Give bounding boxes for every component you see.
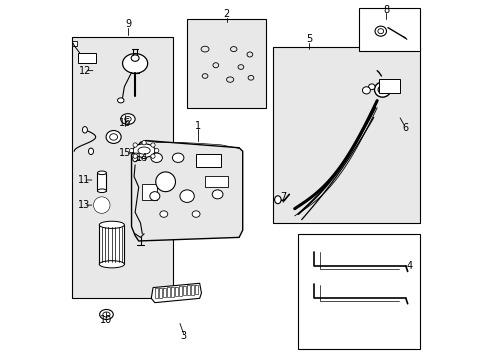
Ellipse shape: [202, 74, 207, 78]
Circle shape: [142, 156, 146, 161]
Text: 3: 3: [180, 331, 186, 341]
Bar: [97, 173, 106, 191]
Text: 12: 12: [79, 66, 91, 76]
Polygon shape: [131, 140, 242, 241]
Ellipse shape: [151, 153, 162, 162]
Bar: [142, 184, 156, 200]
Ellipse shape: [212, 190, 223, 199]
Circle shape: [154, 148, 159, 153]
Bar: [155, 288, 158, 298]
Ellipse shape: [102, 312, 110, 317]
Ellipse shape: [247, 76, 253, 80]
Ellipse shape: [374, 26, 386, 36]
Ellipse shape: [172, 153, 183, 162]
Text: 14: 14: [136, 153, 148, 163]
Ellipse shape: [121, 114, 135, 125]
Text: 7: 7: [280, 192, 286, 202]
Bar: [183, 286, 186, 296]
Ellipse shape: [387, 82, 392, 87]
Text: 1: 1: [194, 121, 201, 131]
Bar: [171, 287, 174, 297]
Text: 15: 15: [119, 148, 131, 158]
Bar: [204, 176, 228, 187]
Ellipse shape: [122, 54, 147, 73]
Bar: [72, 41, 77, 45]
Ellipse shape: [109, 134, 117, 140]
Bar: [159, 288, 162, 298]
Circle shape: [142, 140, 146, 145]
Ellipse shape: [155, 172, 175, 192]
Bar: [273, 47, 419, 223]
Text: 16: 16: [119, 118, 131, 128]
Ellipse shape: [98, 201, 105, 209]
Ellipse shape: [99, 221, 124, 228]
Text: 13: 13: [78, 200, 90, 210]
Bar: [175, 287, 178, 296]
Ellipse shape: [124, 117, 131, 122]
Text: 6: 6: [402, 123, 408, 133]
Ellipse shape: [138, 147, 150, 154]
Text: 9: 9: [124, 19, 131, 29]
Bar: [78, 53, 96, 63]
Ellipse shape: [93, 197, 110, 213]
Text: 10: 10: [100, 315, 112, 325]
Ellipse shape: [132, 155, 137, 162]
Bar: [72, 37, 172, 298]
Ellipse shape: [374, 82, 390, 97]
Circle shape: [133, 154, 137, 158]
Text: 2: 2: [223, 9, 229, 19]
Bar: [191, 285, 194, 295]
Circle shape: [129, 148, 133, 153]
Ellipse shape: [226, 77, 233, 82]
Ellipse shape: [160, 211, 167, 217]
Bar: [179, 286, 182, 296]
Text: 11: 11: [78, 175, 90, 185]
Ellipse shape: [100, 310, 113, 319]
Ellipse shape: [274, 196, 281, 204]
Ellipse shape: [377, 86, 386, 94]
Circle shape: [150, 154, 155, 158]
Ellipse shape: [368, 84, 374, 90]
Text: 4: 4: [406, 261, 412, 271]
Text: 8: 8: [382, 5, 388, 15]
Ellipse shape: [97, 189, 106, 193]
Ellipse shape: [180, 190, 194, 202]
Bar: [298, 234, 419, 348]
Ellipse shape: [97, 171, 106, 175]
Ellipse shape: [106, 131, 121, 143]
Ellipse shape: [94, 198, 109, 212]
Ellipse shape: [126, 121, 129, 123]
Bar: [187, 19, 265, 108]
Ellipse shape: [212, 63, 218, 68]
Ellipse shape: [230, 46, 237, 51]
Ellipse shape: [131, 55, 139, 61]
Ellipse shape: [246, 52, 252, 57]
Ellipse shape: [201, 46, 208, 52]
Bar: [359, 8, 419, 51]
Ellipse shape: [133, 144, 155, 157]
Ellipse shape: [117, 98, 124, 103]
Text: 5: 5: [305, 35, 311, 44]
Ellipse shape: [82, 127, 87, 133]
Bar: [378, 79, 400, 93]
Circle shape: [133, 143, 137, 147]
Bar: [163, 288, 166, 297]
Ellipse shape: [88, 148, 93, 154]
Ellipse shape: [192, 211, 200, 217]
Ellipse shape: [377, 29, 383, 34]
Bar: [195, 285, 198, 294]
Bar: [99, 225, 124, 264]
Ellipse shape: [238, 65, 244, 69]
Ellipse shape: [99, 261, 124, 268]
Bar: [196, 154, 221, 167]
Polygon shape: [151, 283, 201, 303]
Bar: [187, 285, 190, 295]
Ellipse shape: [149, 192, 160, 201]
Ellipse shape: [362, 87, 369, 94]
Bar: [167, 287, 170, 297]
Circle shape: [150, 143, 155, 147]
